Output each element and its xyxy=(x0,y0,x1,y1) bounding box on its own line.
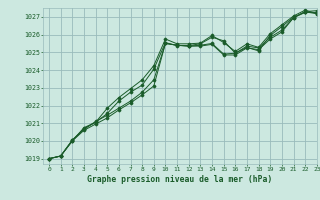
X-axis label: Graphe pression niveau de la mer (hPa): Graphe pression niveau de la mer (hPa) xyxy=(87,175,273,184)
